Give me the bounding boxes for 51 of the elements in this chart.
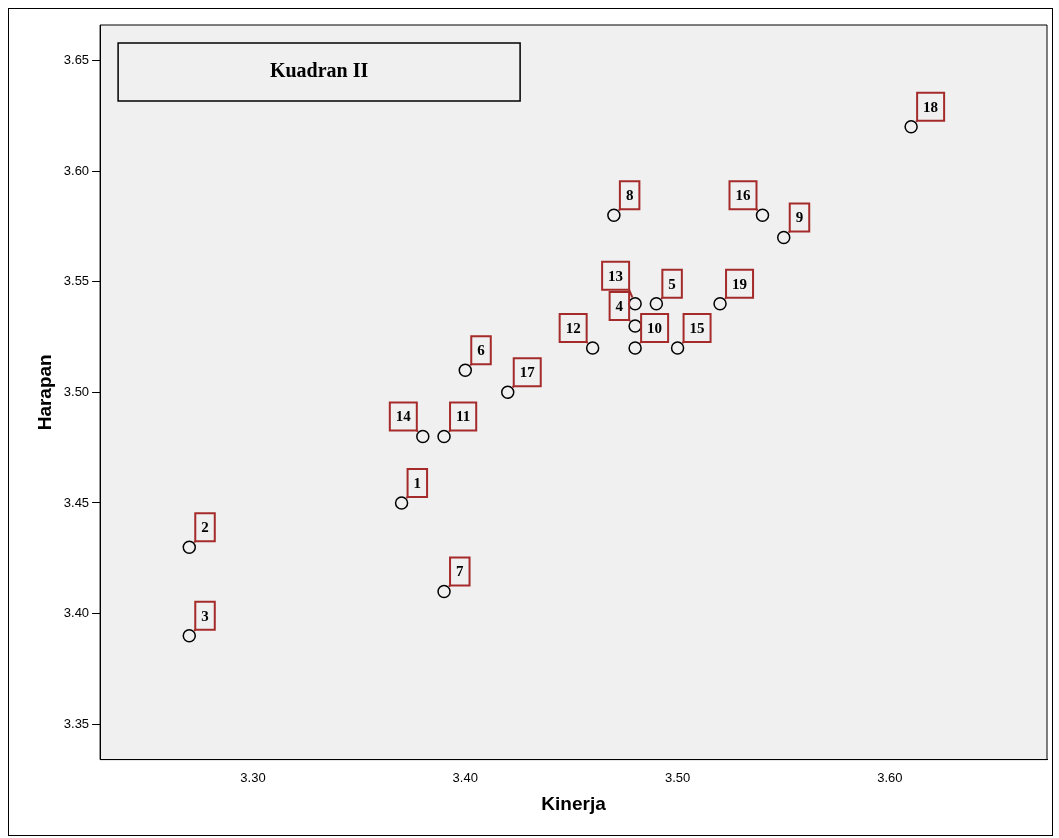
annotation: Kuadran II: [269, 59, 369, 82]
annotation: 14: [395, 408, 412, 425]
point: [182, 540, 197, 554]
point: [628, 341, 642, 355]
annotation: 9: [795, 209, 804, 226]
annotation: 5: [668, 275, 676, 292]
x-tick-label: 3.60: [877, 769, 903, 785]
point: [500, 385, 515, 400]
point: [416, 429, 430, 444]
point: [776, 230, 791, 245]
annotation: 11: [456, 408, 471, 425]
annotation: 19: [732, 275, 748, 292]
point: [904, 120, 918, 134]
x-tick-label: 3.40: [452, 769, 478, 785]
point: [713, 297, 727, 311]
point: [437, 429, 451, 444]
x-axis-title: Kinerja: [541, 792, 607, 814]
annotation: 12: [565, 319, 581, 336]
y-tick-label: 3.45: [63, 494, 90, 510]
y-tick-label: 3.35: [63, 715, 90, 731]
annotation: 4: [615, 297, 624, 314]
point: [670, 341, 685, 355]
y-tick-label: 3.50: [63, 383, 90, 399]
annotation: 16: [735, 187, 752, 204]
point: [755, 208, 770, 223]
x-tick-label: 3.30: [240, 769, 266, 785]
point: [585, 341, 600, 355]
point: [437, 584, 451, 599]
annotation: 10: [647, 319, 663, 336]
point: [628, 297, 642, 311]
point: [394, 496, 409, 510]
point: [607, 208, 621, 223]
annotation: 3: [201, 607, 209, 624]
annotation: 17: [519, 364, 536, 381]
y-tick-label: 3.60: [63, 162, 90, 178]
point: [182, 628, 197, 643]
annotation: 13: [608, 267, 624, 284]
y-tick-label: 3.55: [63, 273, 90, 289]
y-axis-title: Harapan: [33, 354, 55, 431]
y-tick-label: 3.65: [63, 51, 90, 67]
annotation: 6: [477, 342, 486, 359]
annotation: 1: [413, 474, 422, 491]
annotation: 8: [625, 187, 634, 204]
annotation: 2: [201, 519, 209, 536]
x-tick-label: 3.50: [664, 769, 691, 785]
annotation: 15: [689, 319, 705, 336]
y-tick-label: 3.40: [63, 605, 90, 621]
annotation: 7: [456, 563, 465, 580]
point: [649, 297, 664, 311]
annotation: 18: [923, 98, 939, 115]
point: [458, 363, 473, 377]
